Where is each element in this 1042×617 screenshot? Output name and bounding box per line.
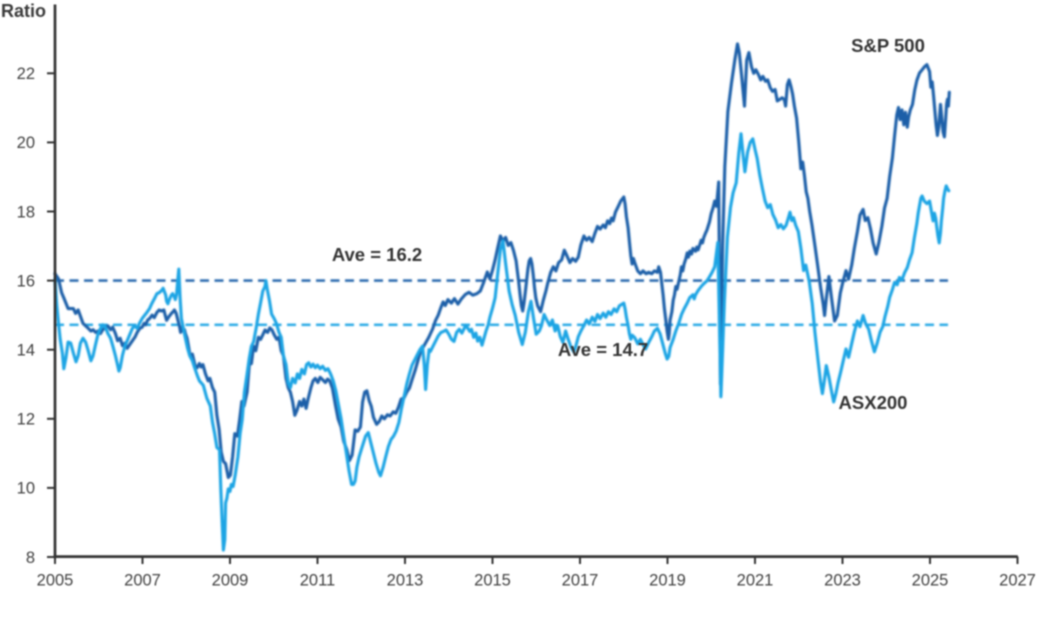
svg-text:12: 12 xyxy=(17,411,35,429)
svg-text:2013: 2013 xyxy=(387,572,424,590)
svg-text:Ave = 16.2: Ave = 16.2 xyxy=(332,244,422,265)
svg-text:ASX200: ASX200 xyxy=(839,392,908,413)
svg-text:14: 14 xyxy=(17,342,35,360)
svg-text:2023: 2023 xyxy=(824,572,861,590)
svg-text:22: 22 xyxy=(17,65,35,83)
svg-text:2021: 2021 xyxy=(737,572,774,590)
svg-text:2005: 2005 xyxy=(37,572,74,590)
svg-text:2007: 2007 xyxy=(124,572,161,590)
svg-text:2025: 2025 xyxy=(912,572,949,590)
svg-text:2011: 2011 xyxy=(300,572,335,590)
svg-text:2019: 2019 xyxy=(649,572,686,590)
svg-text:16: 16 xyxy=(17,272,35,290)
svg-text:Ratio: Ratio xyxy=(1,1,46,21)
svg-text:18: 18 xyxy=(17,203,35,221)
svg-text:Ave = 14.7: Ave = 14.7 xyxy=(558,339,648,360)
svg-text:2015: 2015 xyxy=(474,572,511,590)
svg-text:2027: 2027 xyxy=(999,572,1036,590)
svg-text:S&P 500: S&P 500 xyxy=(851,35,925,56)
svg-text:8: 8 xyxy=(26,549,35,567)
svg-text:20: 20 xyxy=(17,134,35,152)
svg-text:2009: 2009 xyxy=(212,572,249,590)
svg-text:10: 10 xyxy=(17,480,35,498)
svg-text:2017: 2017 xyxy=(562,572,599,590)
